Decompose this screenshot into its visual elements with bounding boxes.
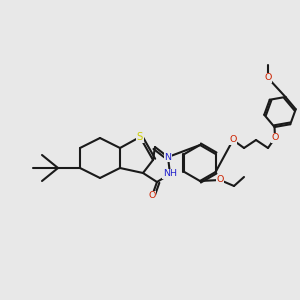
Text: O: O [148, 191, 156, 200]
Text: O: O [264, 74, 272, 82]
Text: N: N [164, 152, 172, 161]
Text: NH: NH [163, 169, 177, 178]
Text: O: O [229, 136, 237, 145]
Text: O: O [216, 176, 224, 184]
Text: S: S [137, 132, 143, 142]
Text: O: O [271, 134, 279, 142]
